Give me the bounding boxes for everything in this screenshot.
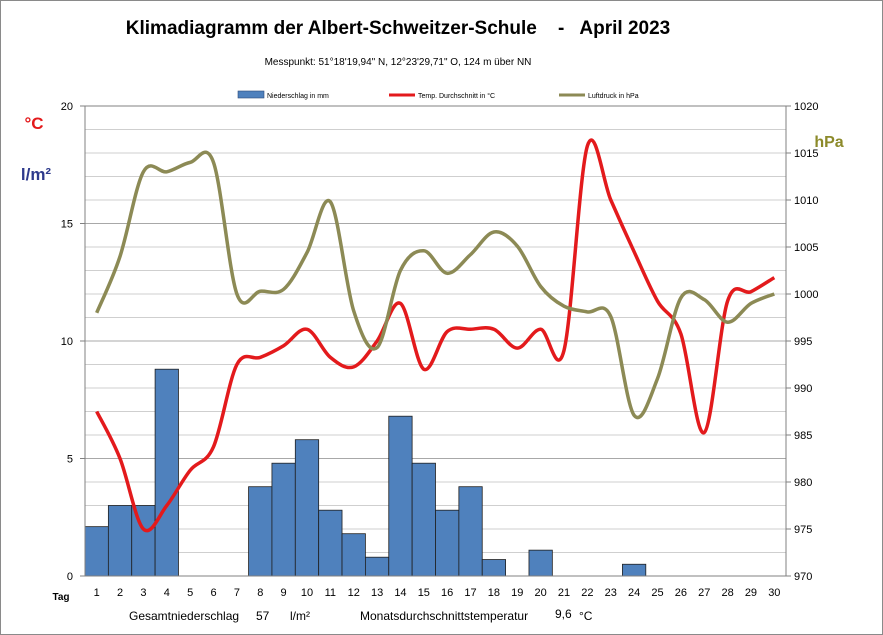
footer-mean-value: 9,6 [555, 607, 572, 621]
x-tick-label: 25 [651, 587, 663, 599]
precipitation-bar [318, 509, 343, 577]
x-tick-label: 12 [348, 587, 360, 599]
x-tick-label: 7 [234, 587, 240, 599]
left-unit-celsius: °C [24, 114, 43, 133]
left-tick-label: 0 [67, 571, 73, 583]
x-tick-label: 2 [117, 587, 123, 599]
footer-total-label: Gesamtniederschlag [129, 609, 239, 623]
x-tick-label: 17 [464, 587, 476, 599]
chart-title: Klimadiagramm der Albert-Schweitzer-Schu… [126, 18, 670, 39]
temperature-line [95, 138, 776, 533]
right-axis-ticks: 970 975 980 985 990 995 1000 1005 1010 1015 1020 [786, 101, 818, 583]
precipitation-bar [271, 462, 296, 577]
x-tick-label: 27 [698, 587, 710, 599]
left-tick-label: 5 [67, 454, 73, 466]
right-tick-label: 980 [794, 477, 812, 489]
x-tick-label: 26 [675, 587, 687, 599]
precipitation-bar [528, 549, 553, 577]
x-tick-label: 6 [210, 587, 216, 599]
right-tick-label: 970 [794, 571, 812, 583]
chart-subtitle: Messpunkt: 51°18'19,94" N, 12°23'29,71" … [265, 57, 532, 68]
right-tick-label: 1010 [794, 195, 818, 207]
x-tick-label: 30 [768, 587, 780, 599]
x-tick-label: 21 [558, 587, 570, 599]
right-tick-label: 975 [794, 524, 812, 536]
precipitation-bar [622, 563, 647, 577]
precipitation-bar [341, 533, 366, 577]
x-tick-label: 9 [281, 587, 287, 599]
right-tick-label: 985 [794, 430, 812, 442]
x-tick-label: 20 [535, 587, 547, 599]
x-tick-label: 16 [441, 587, 453, 599]
right-tick-label: 1000 [794, 289, 818, 301]
precipitation-bar [364, 556, 390, 577]
x-tick-label: 11 [325, 587, 336, 599]
x-tick-label: 3 [140, 587, 146, 599]
footer-total-value: 57 [256, 609, 270, 623]
x-axis-ticks: 1 2 3 4 5 6 7 8 9 10 11 12 13 14 15 16 17 18 19 20 21 22 23 24 2… [94, 587, 781, 599]
precipitation-bar [458, 486, 483, 577]
precipitation-bar [411, 462, 436, 577]
left-unit-liters: l/m² [21, 165, 52, 184]
x-tick-label: 28 [721, 587, 733, 599]
x-tick-label: 10 [301, 587, 313, 599]
legend-label-pressure: Luftdruck in hPa [588, 93, 639, 100]
precipitation-bar [294, 439, 320, 577]
pressure-line [95, 150, 775, 420]
x-tick-label: 23 [605, 587, 617, 599]
precipitation-bar [84, 526, 109, 577]
right-tick-label: 1015 [794, 148, 818, 160]
x-tick-label: 15 [418, 587, 430, 599]
legend: Niederschlag in mm Temp. Durchschnitt in… [237, 90, 639, 100]
precipitation-bar [154, 368, 179, 577]
footer-mean-unit: °C [579, 609, 593, 623]
footer-total-unit: l/m² [290, 609, 310, 623]
right-unit-hpa: hPa [814, 134, 843, 151]
left-tick-label: 15 [61, 219, 73, 231]
x-tick-label: 8 [257, 587, 263, 599]
left-tick-label: 20 [61, 101, 73, 113]
x-axis-label: Tag [52, 592, 69, 603]
precipitation-bar [435, 509, 460, 577]
x-tick-label: 1 [94, 587, 100, 599]
right-tick-label: 995 [794, 336, 812, 348]
x-tick-label: 18 [488, 587, 500, 599]
precipitation-bar [481, 559, 507, 577]
precipitation-bar [248, 486, 273, 577]
legend-label-temperature: Temp. Durchschnitt in °C [418, 92, 495, 100]
x-tick-label: 13 [371, 587, 383, 599]
x-tick-label: 24 [628, 587, 640, 599]
x-tick-label: 5 [187, 587, 193, 599]
precipitation-bar [388, 415, 413, 577]
left-axis-ticks: 0 5 10 15 20 [61, 101, 85, 583]
x-tick-label: 22 [581, 587, 593, 599]
left-tick-label: 10 [61, 336, 73, 348]
precipitation-bar [107, 505, 133, 577]
right-tick-label: 990 [794, 383, 812, 395]
precipitation-bars [84, 368, 647, 577]
x-tick-label: 14 [394, 587, 406, 599]
grid-lines [85, 129, 786, 553]
x-tick-label: 4 [164, 587, 170, 599]
legend-label-precipitation: Niederschlag in mm [267, 93, 329, 100]
right-tick-label: 1020 [794, 101, 818, 113]
footer-mean-label: Monatsdurchschnittstemperatur [360, 609, 528, 623]
x-tick-label: 29 [745, 587, 757, 599]
x-tick-label: 19 [511, 587, 523, 599]
right-tick-label: 1005 [794, 242, 818, 254]
legend-swatch-precipitation [237, 90, 265, 99]
footer: Gesamtniederschlag 57 l/m² Monatsdurchsc… [129, 607, 593, 623]
